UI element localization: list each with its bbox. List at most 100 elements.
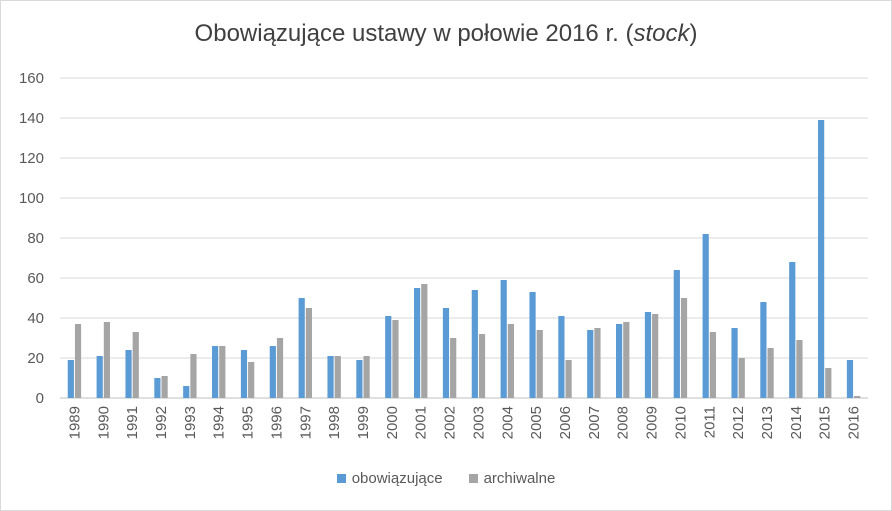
x-tick-label: 1989 — [66, 406, 83, 439]
bar-obowiazujace-2016 — [846, 360, 854, 398]
bar-obowiazujace-2013 — [760, 302, 767, 398]
chart-title: Obowiązujące ustawy w połowie 2016 r. (s… — [0, 20, 892, 48]
x-tick-label: 1990 — [95, 406, 112, 439]
bar-archiwalne-1990 — [103, 322, 110, 398]
chart-title-end: ) — [689, 20, 698, 47]
bar-archiwalne-1999 — [363, 356, 370, 398]
bar-archiwalne-2013 — [767, 348, 774, 398]
bar-archiwalne-1991 — [132, 332, 139, 398]
bar-archiwalne-1993 — [190, 354, 197, 398]
legend-swatch-0 — [336, 474, 346, 483]
x-tick-label: 1996 — [268, 406, 285, 439]
bar-archiwalne-2012 — [738, 358, 745, 398]
x-tick-label: 2008 — [615, 406, 632, 439]
bar-obowiazujace-2002 — [442, 308, 450, 398]
bar-obowiazujace-2012 — [731, 328, 738, 398]
bar-archiwalne-1989 — [74, 324, 82, 398]
bar-obowiazujace-1990 — [96, 356, 103, 398]
y-tick-label: 20 — [27, 350, 44, 367]
bar-obowiazujace-2001 — [414, 288, 421, 398]
x-tick-label: 2000 — [384, 406, 401, 439]
bar-archiwalne-1996 — [276, 338, 284, 398]
y-tick-label: 0 — [36, 390, 44, 407]
x-tick-label: 2016 — [846, 406, 863, 439]
bar-obowiazujace-2007 — [587, 330, 594, 398]
bar-archiwalne-1995 — [248, 362, 255, 398]
x-tick-label: 2014 — [788, 406, 805, 439]
y-tick-label: 160 — [19, 70, 44, 87]
legend-swatch-1 — [468, 474, 478, 483]
bar-obowiazujace-1995 — [240, 350, 248, 398]
bar-obowiazujace-2011 — [702, 234, 709, 398]
bar-archiwalne-1997 — [305, 308, 312, 398]
x-tick-label: 2002 — [442, 406, 459, 439]
gridlines — [60, 77, 868, 399]
chart-title-main: Obowiązujące ustawy w połowie 2016 r. ( — [194, 20, 634, 47]
x-tick-label: 1991 — [124, 406, 141, 439]
bar-archiwalne-2015 — [825, 368, 832, 398]
bar-archiwalne-1994 — [219, 346, 226, 398]
bar-obowiazujace-1998 — [327, 356, 334, 398]
bar-obowiazujace-1997 — [298, 298, 305, 398]
bar-obowiazujace-2003 — [471, 290, 478, 398]
bar-archiwalne-2009 — [652, 314, 659, 398]
bar-archiwalne-2016 — [854, 396, 861, 398]
x-tick-label: 2007 — [586, 406, 603, 439]
bar-archiwalne-2008 — [623, 322, 630, 398]
bar-archiwalne-2010 — [680, 298, 688, 398]
bar-obowiazujace-2015 — [818, 120, 825, 398]
bar-obowiazujace-2006 — [558, 316, 565, 398]
bar-obowiazujace-1996 — [269, 346, 276, 398]
bar-obowiazujace-1999 — [356, 360, 363, 398]
legend-label-0: obowiązujące — [351, 470, 443, 487]
x-tick-label: 2010 — [672, 406, 689, 439]
x-axis-labels: 1989 1990 1991 1992 1993 1994 1995 1996 1997 1998… — [66, 406, 862, 439]
bar-archiwalne-2006 — [565, 360, 572, 398]
bar-obowiazujace-1991 — [125, 350, 132, 398]
y-tick-label: 40 — [27, 310, 44, 327]
y-tick-label: 80 — [27, 230, 44, 247]
y-tick-label: 120 — [19, 150, 44, 167]
bar-obowiazujace-1993 — [183, 386, 190, 398]
bar-archiwalne-2002 — [450, 338, 457, 398]
x-tick-label: 2012 — [730, 406, 747, 439]
y-tick-label: 140 — [19, 110, 44, 127]
bar-obowiazujace-2009 — [644, 312, 652, 398]
bar-archiwalne-1998 — [334, 356, 341, 398]
x-tick-label: 1999 — [355, 406, 372, 439]
x-tick-label: 2009 — [644, 406, 661, 439]
bar-archiwalne-1992 — [161, 376, 168, 398]
bar-archiwalne-2003 — [478, 334, 486, 398]
legend-item-0: obowiązujące — [336, 470, 443, 487]
bar-obowiazujace-1994 — [212, 346, 219, 398]
bar-archiwalne-2011 — [709, 332, 716, 398]
y-axis-labels: 0 20 40 60 80 100 120 140 160 — [19, 70, 44, 407]
x-tick-label: 2003 — [470, 406, 487, 439]
bar-archiwalne-2007 — [594, 328, 601, 398]
x-tick-label: 2004 — [499, 406, 516, 439]
x-tick-label: 1992 — [153, 406, 170, 439]
bars — [67, 120, 861, 398]
y-tick-label: 100 — [19, 190, 44, 207]
bar-obowiazujace-2004 — [500, 280, 507, 398]
x-tick-label: 1994 — [211, 406, 228, 439]
bar-archiwalne-2004 — [507, 324, 514, 398]
bar-obowiazujace-1992 — [154, 378, 161, 398]
x-tick-label: 1997 — [297, 406, 314, 439]
x-tick-label: 2011 — [701, 406, 718, 438]
x-tick-label: 1998 — [326, 406, 343, 439]
bar-obowiazujace-1989 — [67, 360, 74, 398]
legend: obowiązujące archiwalne — [0, 470, 892, 487]
bar-obowiazujace-2008 — [616, 324, 623, 398]
bar-archiwalne-2014 — [796, 340, 803, 398]
x-tick-label: 2005 — [528, 406, 545, 439]
bar-archiwalne-2001 — [421, 284, 428, 398]
bar-archiwalne-2005 — [536, 330, 543, 398]
legend-item-1: archiwalne — [468, 470, 555, 487]
chart-title-italic: stock — [633, 20, 690, 47]
y-tick-label: 60 — [27, 270, 44, 287]
x-tick-label: 2006 — [557, 406, 574, 439]
bar-obowiazujace-2000 — [385, 316, 392, 398]
